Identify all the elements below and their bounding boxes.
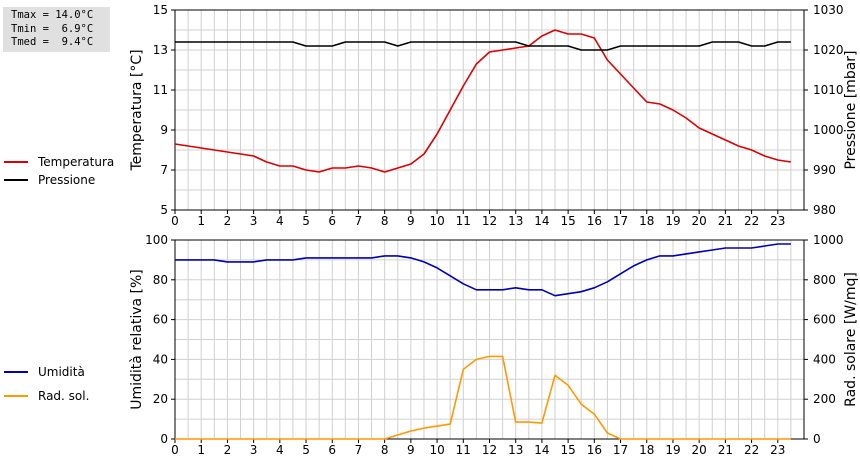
legend-label-umidita: Umidità [38,365,85,379]
tmin-text: Tmin = 6.9°C [11,22,94,35]
bottom-xtick-label: 12 [482,443,497,457]
top-ytick-left-label: 7 [160,163,168,177]
bottom-xtick-label: 6 [328,443,336,457]
top-series-line-1 [175,41,791,51]
bottom-xtick-label: 14 [534,443,549,457]
bottom-xtick-label: 23 [770,443,785,457]
top-ytick-left-label: 15 [153,3,168,17]
top-series-line-0 [174,29,792,173]
bottom-ytick-left-label: 60 [153,313,168,327]
top-xtick-label: 22 [744,214,759,228]
bottom-xtick-label: 15 [560,443,575,457]
top-xtick-label: 2 [224,214,232,228]
bottom-xtick-label: 16 [587,443,602,457]
bottom-xtick-label: 8 [381,443,389,457]
legend-label-temperatura: Temperatura [38,155,115,169]
top-xtick-label: 5 [302,214,310,228]
top-xtick-label: 15 [560,214,575,228]
legend-label-radsol: Rad. sol. [38,389,90,403]
top-xtick-label: 8 [381,214,389,228]
bottom-series-line-0 [175,243,791,297]
bottom-xtick-label: 17 [613,443,628,457]
bottom-ytick-left-label: 100 [145,233,168,247]
bottom-ytick-right-label: 600 [813,313,836,327]
top-ytick-right-label: 1030 [813,3,844,17]
top-ytick-right-label: 980 [813,203,836,217]
bottom-xtick-label: 2 [224,443,232,457]
top-xtick-label: 21 [718,214,733,228]
tmax-text: Tmax = 14.0°C [11,9,94,21]
bottom-xtick-label: 9 [407,443,415,457]
legend-item-umidita: Umidità [4,363,89,381]
top-ytick-right-label: 990 [813,163,836,177]
top-ytick-left-label: 9 [160,123,168,137]
top-ylabel-left: Temperatura [°C] [129,49,145,171]
top-xtick-label: 19 [665,214,680,228]
bottom-ytick-right-label: 0 [813,432,821,446]
bottom-xtick-label: 1 [197,443,205,457]
top-xtick-label: 12 [482,214,497,228]
top-chart-legend: Temperatura Pressione [4,153,114,189]
bottom-xtick-label: 11 [456,443,471,457]
bottom-xtick-label: 19 [665,443,680,457]
top-xtick-label: 9 [407,214,415,228]
bottom-xtick-label: 13 [508,443,523,457]
top-xtick-label: 14 [534,214,549,228]
legend-swatch-umidita [4,371,28,373]
top-ytick-left-label: 5 [160,203,168,217]
top-xtick-label: 7 [355,214,363,228]
top-ytick-left-label: 13 [153,43,168,57]
top-ytick-right-label: 1010 [813,83,844,97]
bottom-chart-legend: Umidità Rad. sol. [4,363,89,405]
top-xtick-label: 3 [250,214,258,228]
top-xtick-label: 23 [770,214,785,228]
top-xtick-label: 10 [429,214,444,228]
bottom-ytick-left-label: 40 [153,352,168,366]
legend-swatch-temperatura [4,161,28,163]
legend-swatch-radsol [4,395,28,397]
top-xtick-label: 0 [171,214,179,228]
top-xtick-label: 4 [276,214,284,228]
tmed-text: Tmed = 9.4°C [11,36,94,48]
bottom-xtick-label: 5 [302,443,310,457]
bottom-ytick-right-label: 800 [813,273,836,287]
bottom-xtick-label: 3 [250,443,258,457]
top-xtick-label: 13 [508,214,523,228]
top-ylabel-right: Pressione [mbar] [843,50,859,169]
top-xtick-label: 20 [692,214,707,228]
bottom-ytick-left-label: 0 [160,432,168,446]
bottom-xtick-label: 10 [429,443,444,457]
bottom-ytick-right-label: 200 [813,392,836,406]
legend-item-radsol: Rad. sol. [4,387,89,405]
bottom-ytick-right-label: 1000 [813,233,844,247]
top-xtick-label: 18 [639,214,654,228]
bottom-ylabel-left: Umidità relativa [%] [129,269,145,410]
bottom-ytick-right-label: 400 [813,352,836,366]
top-ytick-right-label: 1020 [813,43,844,57]
bottom-xtick-label: 21 [718,443,733,457]
top-ytick-right-label: 1000 [813,123,844,137]
bottom-xtick-label: 0 [171,443,179,457]
legend-swatch-pressione [4,179,28,181]
bottom-xtick-label: 4 [276,443,284,457]
bottom-xtick-label: 18 [639,443,654,457]
legend-item-pressione: Pressione [4,171,114,189]
temperature-stats-box: Tmax = 14.0°C Tmin = 6.9°C Tmed = 9.4°C [3,7,110,52]
top-xtick-label: 11 [456,214,471,228]
top-ytick-left-label: 11 [153,83,168,97]
bottom-ytick-left-label: 20 [153,392,168,406]
legend-item-temperatura: Temperatura [4,153,114,171]
bottom-series-line-1 [175,355,791,440]
bottom-xtick-label: 20 [692,443,707,457]
bottom-ylabel-right: Rad. solare [W/mq] [843,272,859,407]
bottom-ytick-left-label: 80 [153,273,168,287]
legend-label-pressione: Pressione [38,173,96,187]
top-xtick-label: 6 [328,214,336,228]
top-xtick-label: 16 [587,214,602,228]
top-xtick-label: 17 [613,214,628,228]
bottom-xtick-label: 7 [355,443,363,457]
top-xtick-label: 1 [197,214,205,228]
bottom-xtick-label: 22 [744,443,759,457]
